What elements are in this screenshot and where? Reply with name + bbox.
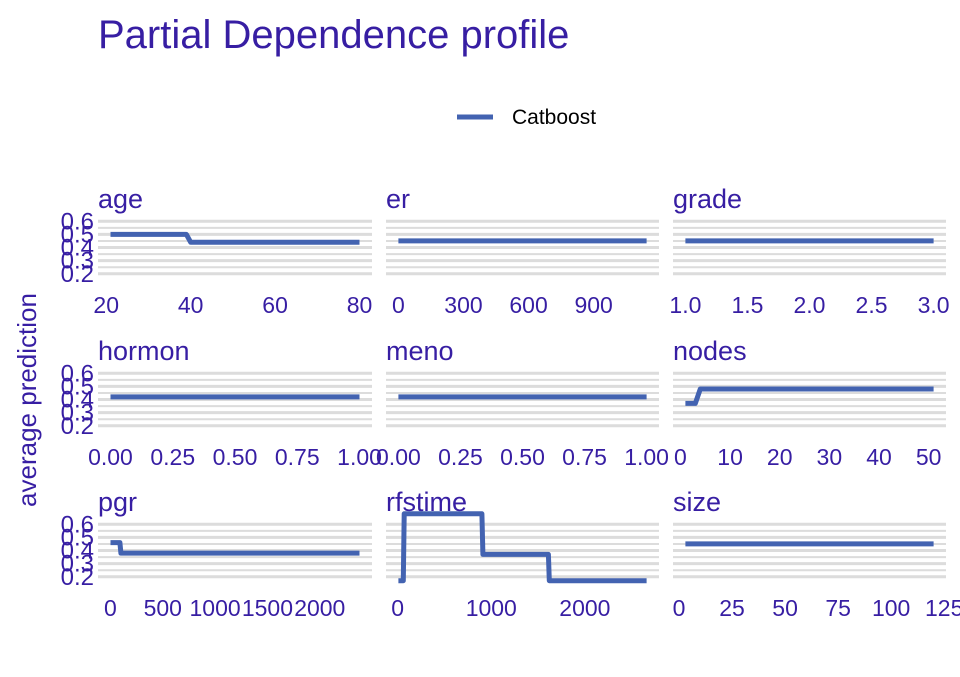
x-tick-label: 1.5: [731, 292, 763, 318]
panel-title: nodes: [673, 336, 747, 366]
x-tick-label: 0.75: [562, 444, 607, 470]
panel-size: size 0 25 50 75 100 125: [673, 487, 960, 621]
panel-pgr: pgr 0.20.30.40.50.6 0 500 1000 1500 2000: [61, 487, 372, 621]
x-tick-label: 25: [719, 595, 745, 621]
x-tick-label: 50: [772, 595, 798, 621]
x-tick-label: 1500: [242, 595, 293, 621]
x-tick-label: 0.50: [500, 444, 545, 470]
x-tick-label: 40: [866, 444, 892, 470]
x-tick-label: 20: [767, 444, 793, 470]
x-tick-label: 1.00: [624, 444, 669, 470]
x-tick-label: 125: [925, 595, 960, 621]
y-tick-label: 0.4: [61, 387, 94, 414]
panel-title: er: [386, 184, 410, 214]
x-tick-label: 40: [178, 292, 204, 318]
x-tick-label: 2.5: [856, 292, 888, 318]
panel-er: er 0 300 600 900: [386, 184, 659, 318]
y-tick-label: 0.6: [61, 208, 94, 235]
legend-label-catboost: Catboost: [512, 106, 596, 129]
panel-grade: grade 1.0 1.5 2.0 2.5 3.0: [669, 184, 949, 318]
x-tick-label: 2000: [294, 595, 345, 621]
x-tick-label: 0.00: [88, 444, 133, 470]
panel-title: grade: [673, 184, 742, 214]
x-tick-label: 2000: [559, 595, 610, 621]
panel-hormon: hormon 0.20.30.40.50.6 0.00 0.25 0.50 0.75 1.0…: [61, 336, 382, 470]
pdp-line-rfstime: [398, 511, 647, 584]
y-axis-label: average prediction: [12, 293, 42, 507]
panel-title: hormon: [98, 336, 190, 366]
y-tick-label: 0.4: [61, 235, 94, 262]
y-tick-label: 0.5: [61, 524, 94, 551]
y-tick-label: 0.4: [61, 538, 94, 565]
x-tick-label: 20: [93, 292, 119, 318]
y-tick-label: 0.2: [61, 564, 94, 591]
x-tick-label: 0: [674, 444, 687, 470]
x-tick-label: 0.50: [213, 444, 258, 470]
x-tick-label: 0: [391, 595, 404, 621]
x-tick-label: 80: [347, 292, 373, 318]
x-tick-label: 500: [144, 595, 182, 621]
x-tick-label: 600: [509, 292, 547, 318]
y-tick-label: 0.6: [61, 360, 94, 387]
x-tick-label: 10: [717, 444, 743, 470]
pdp-line-age: [110, 231, 360, 245]
x-tick-label: 0.75: [275, 444, 320, 470]
x-tick-label: 100: [872, 595, 910, 621]
panel-title: meno: [386, 336, 454, 366]
x-tick-label: 1.0: [669, 292, 701, 318]
x-tick-label: 75: [825, 595, 851, 621]
y-tick-label: 0.3: [61, 248, 94, 275]
x-tick-label: 1.00: [337, 444, 382, 470]
x-tick-label: 3.0: [918, 292, 950, 318]
panel-meno: meno 0.00 0.25 0.50 0.75 1.00: [376, 336, 669, 470]
panel-nodes: nodes 0 10 20 30 40 50: [673, 336, 946, 470]
x-tick-label: 1000: [466, 595, 517, 621]
x-tick-label: 0: [104, 595, 117, 621]
x-tick-label: 0.00: [376, 444, 421, 470]
panel-title: pgr: [98, 487, 137, 517]
x-tick-label: 50: [916, 444, 942, 470]
x-tick-label: 0.25: [438, 444, 483, 470]
x-tick-label: 30: [817, 444, 843, 470]
y-tick-label: 0.3: [61, 400, 94, 427]
x-tick-label: 60: [262, 292, 288, 318]
x-tick-label: 300: [444, 292, 482, 318]
x-tick-label: 2.0: [794, 292, 826, 318]
y-tick-label: 0.3: [61, 551, 94, 578]
x-tick-label: 0.25: [150, 444, 195, 470]
y-tick-label: 0.2: [61, 413, 94, 440]
legend: Catboost: [457, 106, 596, 129]
y-tick-label: 0.5: [61, 221, 94, 248]
y-tick-label: 0.6: [61, 511, 94, 538]
pdp-line-pgr: [110, 540, 360, 556]
x-tick-label: 0: [673, 595, 686, 621]
y-tick-label: 0.2: [61, 261, 94, 288]
x-tick-label: 900: [574, 292, 612, 318]
pdp-line-nodes: [685, 386, 934, 406]
x-tick-label: 0: [392, 292, 405, 318]
panel-title: age: [98, 184, 143, 214]
panel-age: age 0.20.30.40.50.6 20 40 60 80: [61, 184, 373, 318]
chart-title: Partial Dependence profile: [98, 13, 569, 57]
x-tick-label: 1000: [190, 595, 241, 621]
panel-title: size: [673, 487, 721, 517]
y-tick-label: 0.5: [61, 373, 94, 400]
